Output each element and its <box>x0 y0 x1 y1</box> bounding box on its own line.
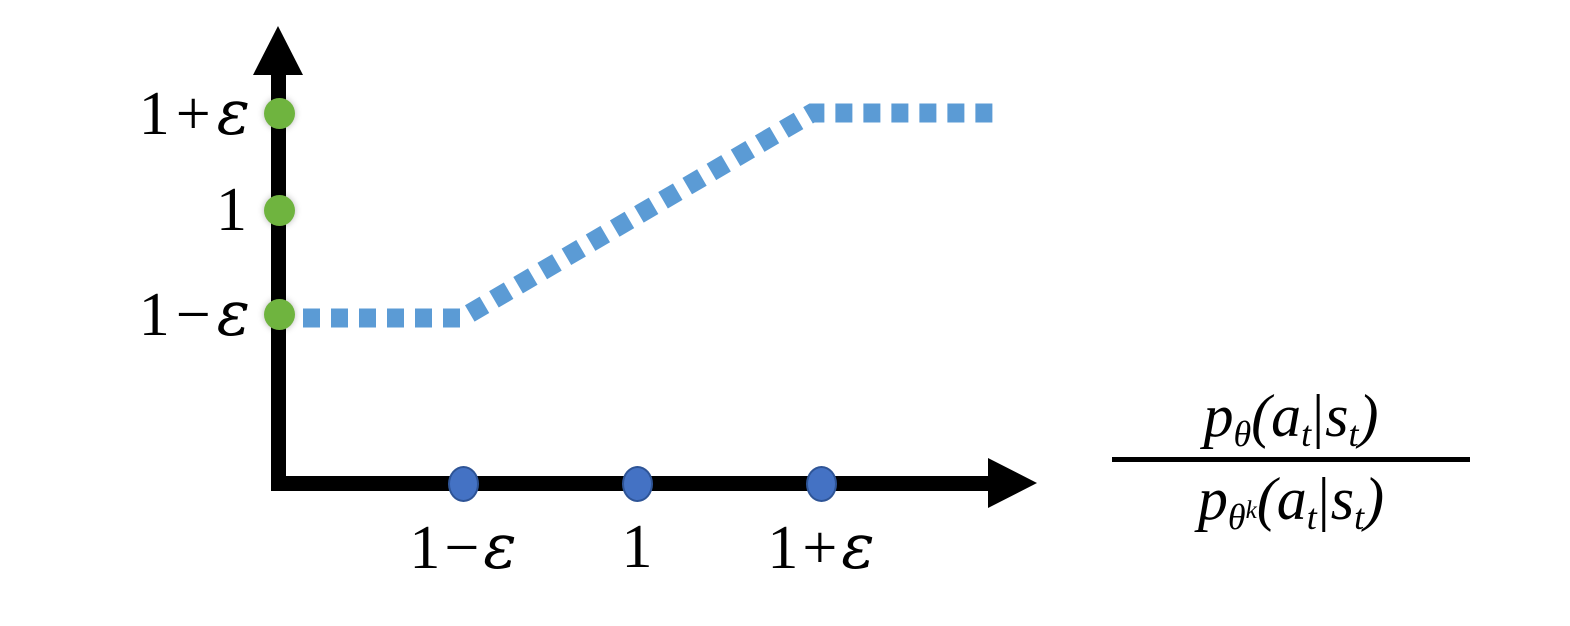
ratio-numerator: pθ(at|st) <box>1112 383 1470 457</box>
denom-p: p <box>1197 466 1228 533</box>
y-tick-label-1-minus-eps: 1−ε <box>40 281 250 349</box>
denom-bar: | <box>1317 466 1330 533</box>
denom-close: ) <box>1364 466 1385 533</box>
numer-a: a <box>1271 383 1302 449</box>
x-tick-label-1: 1 <box>587 516 687 578</box>
numer-t1: t <box>1301 414 1312 455</box>
probability-ratio-label: pθ(at|st) pθk(at|st) <box>1112 383 1470 536</box>
y-tick-label-1-plus-eps: 1+ε <box>40 80 250 148</box>
y-tick-1-num: 1 <box>216 176 247 244</box>
clip-polyline <box>303 103 996 328</box>
numer-theta: θ <box>1233 414 1252 455</box>
denom-k: k <box>1245 496 1257 524</box>
denom-t2: t <box>1354 497 1365 538</box>
y-tick-1-minus-eps-op: − <box>175 281 211 349</box>
x-tick-1-minus-eps-num: 1 <box>409 514 441 582</box>
y-tick-1-plus-eps-op: + <box>175 80 211 148</box>
y-marker-1-minus-eps <box>263 298 295 330</box>
x-tick-1-num: 1 <box>621 513 653 581</box>
x-marker-1-minus-eps <box>447 466 479 502</box>
y-marker-1 <box>263 194 295 226</box>
y-tick-label-1: 1 <box>40 179 247 241</box>
denom-t1: t <box>1306 497 1317 538</box>
y-tick-1-plus-eps-num: 1 <box>138 80 170 148</box>
numer-open: ( <box>1251 383 1272 449</box>
numer-t2: t <box>1348 414 1359 455</box>
x-tick-1-plus-eps-num: 1 <box>767 514 799 582</box>
x-tick-label-1-plus-eps: 1+ε <box>721 514 921 582</box>
y-tick-1-minus-eps-eps: ε <box>216 277 250 350</box>
x-marker-1 <box>621 466 653 502</box>
x-axis-arrow-icon <box>988 458 1037 508</box>
fraction-bar <box>1112 457 1470 463</box>
x-tick-1-plus-eps-eps: ε <box>841 510 875 583</box>
denom-theta: θ <box>1227 497 1246 538</box>
y-axis-line <box>271 48 286 485</box>
numer-p: p <box>1203 383 1234 449</box>
y-marker-1-plus-eps <box>263 97 295 129</box>
ratio-denominator: pθk(at|st) <box>1112 462 1470 536</box>
y-axis-arrow-icon <box>253 26 303 75</box>
y-tick-1-plus-eps-eps: ε <box>216 76 250 149</box>
denom-s: s <box>1330 466 1355 533</box>
denom-a: a <box>1276 466 1307 533</box>
x-tick-label-1-minus-eps: 1−ε <box>363 514 563 582</box>
denom-open: ( <box>1256 466 1277 533</box>
numer-bar: | <box>1312 383 1325 449</box>
x-tick-1-minus-eps-op: − <box>444 514 480 582</box>
x-tick-1-plus-eps-op: + <box>802 514 838 582</box>
y-tick-1-minus-eps-num: 1 <box>138 281 170 349</box>
x-tick-1-minus-eps-eps: ε <box>483 510 517 583</box>
x-marker-1-plus-eps <box>805 466 837 502</box>
numer-s: s <box>1325 383 1349 449</box>
numer-close: ) <box>1358 383 1379 449</box>
